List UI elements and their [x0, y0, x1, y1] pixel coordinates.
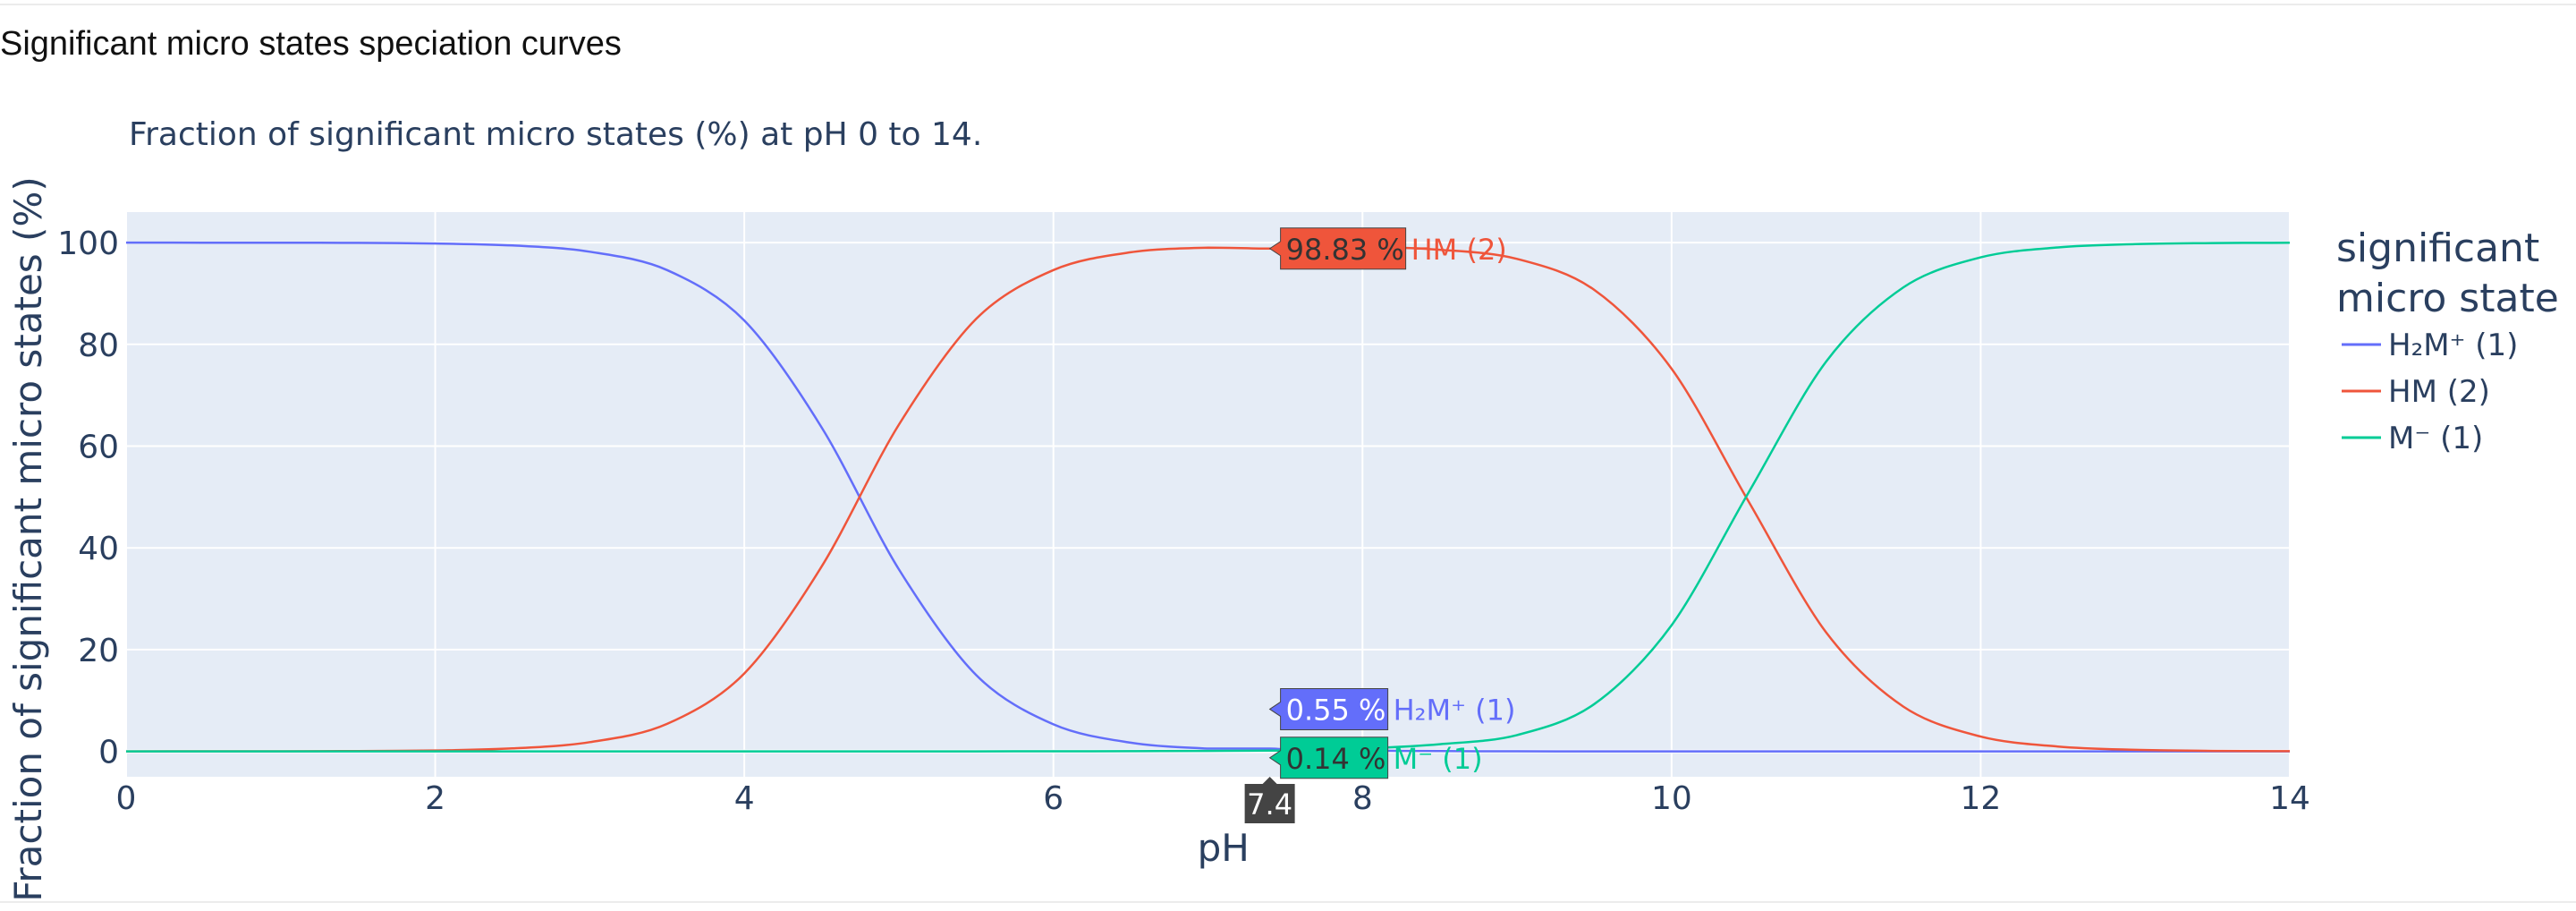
hover-labels: 98.83 % HM (2) 0.55 % H₂M⁺ (1)0.14 % M⁻ (1) 7…: [1244, 227, 1516, 823]
x-spike-box: [1244, 784, 1295, 823]
x-axis-title: pH: [1198, 826, 1250, 870]
y-tick-label: 20: [78, 633, 119, 669]
x-spike-pointer: [1262, 777, 1277, 784]
x-tick-label: 0: [116, 780, 137, 817]
x-tick-label: 12: [1961, 780, 2002, 817]
y-axis-title: Fraction of significant micro states (%): [6, 176, 50, 901]
y-tick-label: 0: [98, 735, 119, 771]
x-tick-label: 4: [734, 780, 755, 817]
y-tick-label: 100: [57, 226, 119, 262]
section-title: Significant micro states speciation curv…: [0, 25, 622, 63]
hover-label-box: [1268, 736, 1389, 779]
legend[interactable]: significant micro state H₂M⁺ (1) HM (2) M⁻ (…: [2336, 226, 2559, 456]
legend-item-label[interactable]: M⁻ (1): [2388, 421, 2483, 456]
y-tick-label: 40: [78, 531, 119, 567]
series-lines[interactable]: [125, 241, 2291, 753]
hover-label-name: H₂M⁺ (1): [1394, 693, 1516, 727]
x-spike-label: 7.4: [1247, 788, 1292, 822]
legend-item-label[interactable]: H₂M⁺ (1): [2388, 328, 2518, 363]
series-line-0[interactable]: [125, 241, 2290, 753]
x-tick-label: 2: [425, 780, 445, 817]
legend-item-label[interactable]: HM (2): [2388, 374, 2490, 410]
legend-title: micro state: [2336, 276, 2559, 321]
x-tick-label: 6: [1043, 780, 1063, 817]
top-divider: [0, 4, 2576, 5]
hover-label-name: M⁻ (1): [1394, 742, 1483, 776]
chart-title: Fraction of significant micro states (%)…: [129, 116, 982, 153]
hover-label-value: 0.14 %: [1286, 742, 1386, 776]
hover-label-box: [1268, 687, 1389, 730]
y-tick-label: 80: [78, 328, 119, 364]
bottom-divider: [0, 901, 2576, 903]
x-tick-label: 10: [1651, 780, 1692, 817]
series-line-2[interactable]: [126, 242, 2291, 753]
y-tick-label: 60: [78, 429, 119, 465]
hover-label-value: 0.55 %: [1286, 693, 1386, 727]
legend-title: significant: [2336, 226, 2539, 271]
hover-label-name: HM (2): [1411, 233, 1507, 267]
x-tick-label: 8: [1352, 780, 1373, 817]
hover-label-box: [1268, 227, 1407, 270]
x-tick-label: 14: [2269, 780, 2310, 817]
series-line-1[interactable]: [125, 245, 2291, 753]
hover-label-value: 98.83 %: [1286, 233, 1404, 267]
axis-ticks: 0 2 4 6 8 10 12 14 0 20 40 60 80 100: [57, 226, 2310, 817]
plot-area[interactable]: [126, 212, 2290, 777]
